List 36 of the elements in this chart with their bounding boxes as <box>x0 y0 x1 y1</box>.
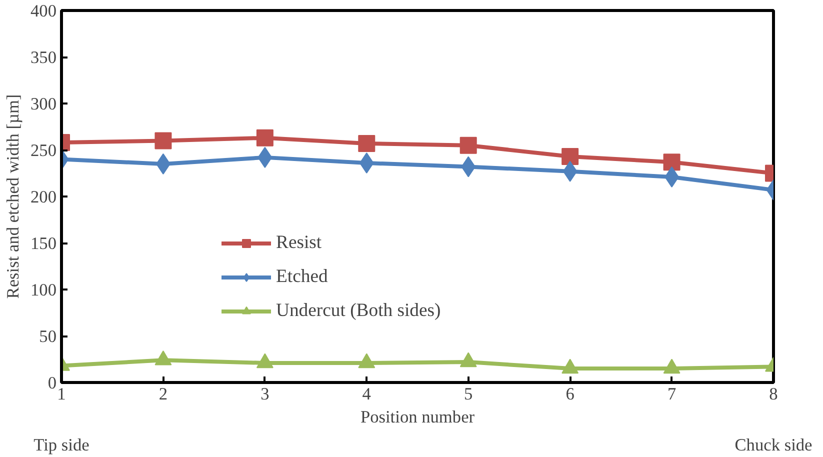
y-tick-label: 200 <box>30 188 57 206</box>
point <box>663 358 680 374</box>
y-tick-label: 50 <box>39 327 56 346</box>
point <box>663 154 680 171</box>
point <box>460 136 477 154</box>
point <box>256 353 274 368</box>
y-tick-label: 150 <box>30 234 57 253</box>
y-tick-label: 300 <box>30 94 57 114</box>
point <box>154 132 172 150</box>
y-tick-label: 100 <box>30 280 57 300</box>
point <box>256 129 274 146</box>
x-tick-label: 1 <box>57 384 66 404</box>
point <box>358 134 376 152</box>
x-tick-label: 8 <box>769 384 778 404</box>
text: Chuck side <box>734 436 813 454</box>
y-axis-title: Resist and etched width [µm] <box>4 94 23 299</box>
legend-label: Etched <box>276 266 328 288</box>
x-tick-label: 2 <box>158 384 168 404</box>
point <box>154 350 172 366</box>
legend-label: Resist <box>276 232 322 254</box>
y-tick-label: 0 <box>48 374 57 392</box>
y-tick-label: 400 <box>30 2 57 20</box>
x-tick-label: 4 <box>362 384 372 404</box>
x-axis-title: Position number <box>360 408 475 426</box>
point <box>562 358 579 374</box>
y-tick-label: 350 <box>30 48 57 67</box>
y-tick-label: 250 <box>30 141 57 160</box>
text: Tip side <box>34 436 90 454</box>
point <box>460 352 477 368</box>
x-tick-label: 6 <box>566 384 575 404</box>
x-tick-label: 7 <box>667 384 676 404</box>
x-tick-label: 5 <box>464 384 473 404</box>
point <box>358 353 376 368</box>
legend-label: Undercut (Both sides) <box>276 300 441 322</box>
point <box>562 148 579 166</box>
x-tick-label: 3 <box>260 384 270 404</box>
